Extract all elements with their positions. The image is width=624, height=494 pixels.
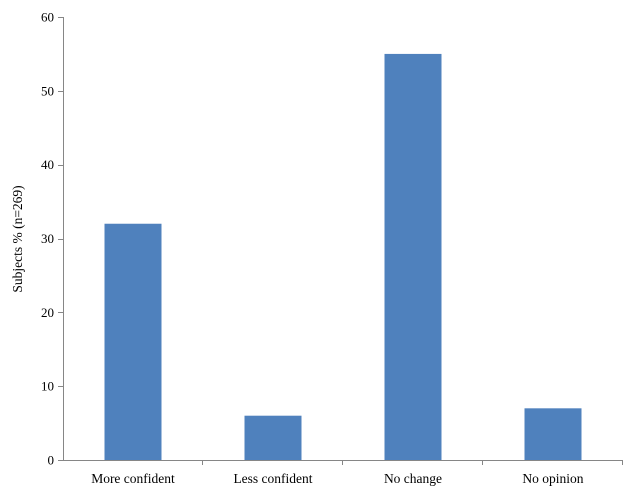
y-ticks-layer: 0 10 20 30 40 50 60 xyxy=(41,10,63,468)
y-tick-label: 20 xyxy=(41,305,54,320)
x-category-label: No change xyxy=(384,471,442,486)
y-tick-label: 10 xyxy=(41,379,54,394)
bar-no-change xyxy=(384,53,442,461)
y-tick-label: 50 xyxy=(41,83,54,98)
y-tick-label: 0 xyxy=(48,453,55,468)
x-category-label: Less confident xyxy=(233,471,312,486)
bars-layer xyxy=(104,53,582,461)
bar-more-confident xyxy=(104,223,162,460)
bar-less-confident xyxy=(244,415,302,460)
bar-no-opinion xyxy=(524,408,582,460)
x-ticks-layer: More confident Less confident No change No … xyxy=(91,460,623,486)
y-tick-label: 30 xyxy=(41,231,54,246)
y-tick-label: 40 xyxy=(41,157,54,172)
y-tick-label: 60 xyxy=(41,10,54,25)
y-axis-title: Subjects % (n=269) xyxy=(10,185,25,292)
x-category-label: More confident xyxy=(91,471,175,486)
x-category-label: No opinion xyxy=(522,471,583,486)
